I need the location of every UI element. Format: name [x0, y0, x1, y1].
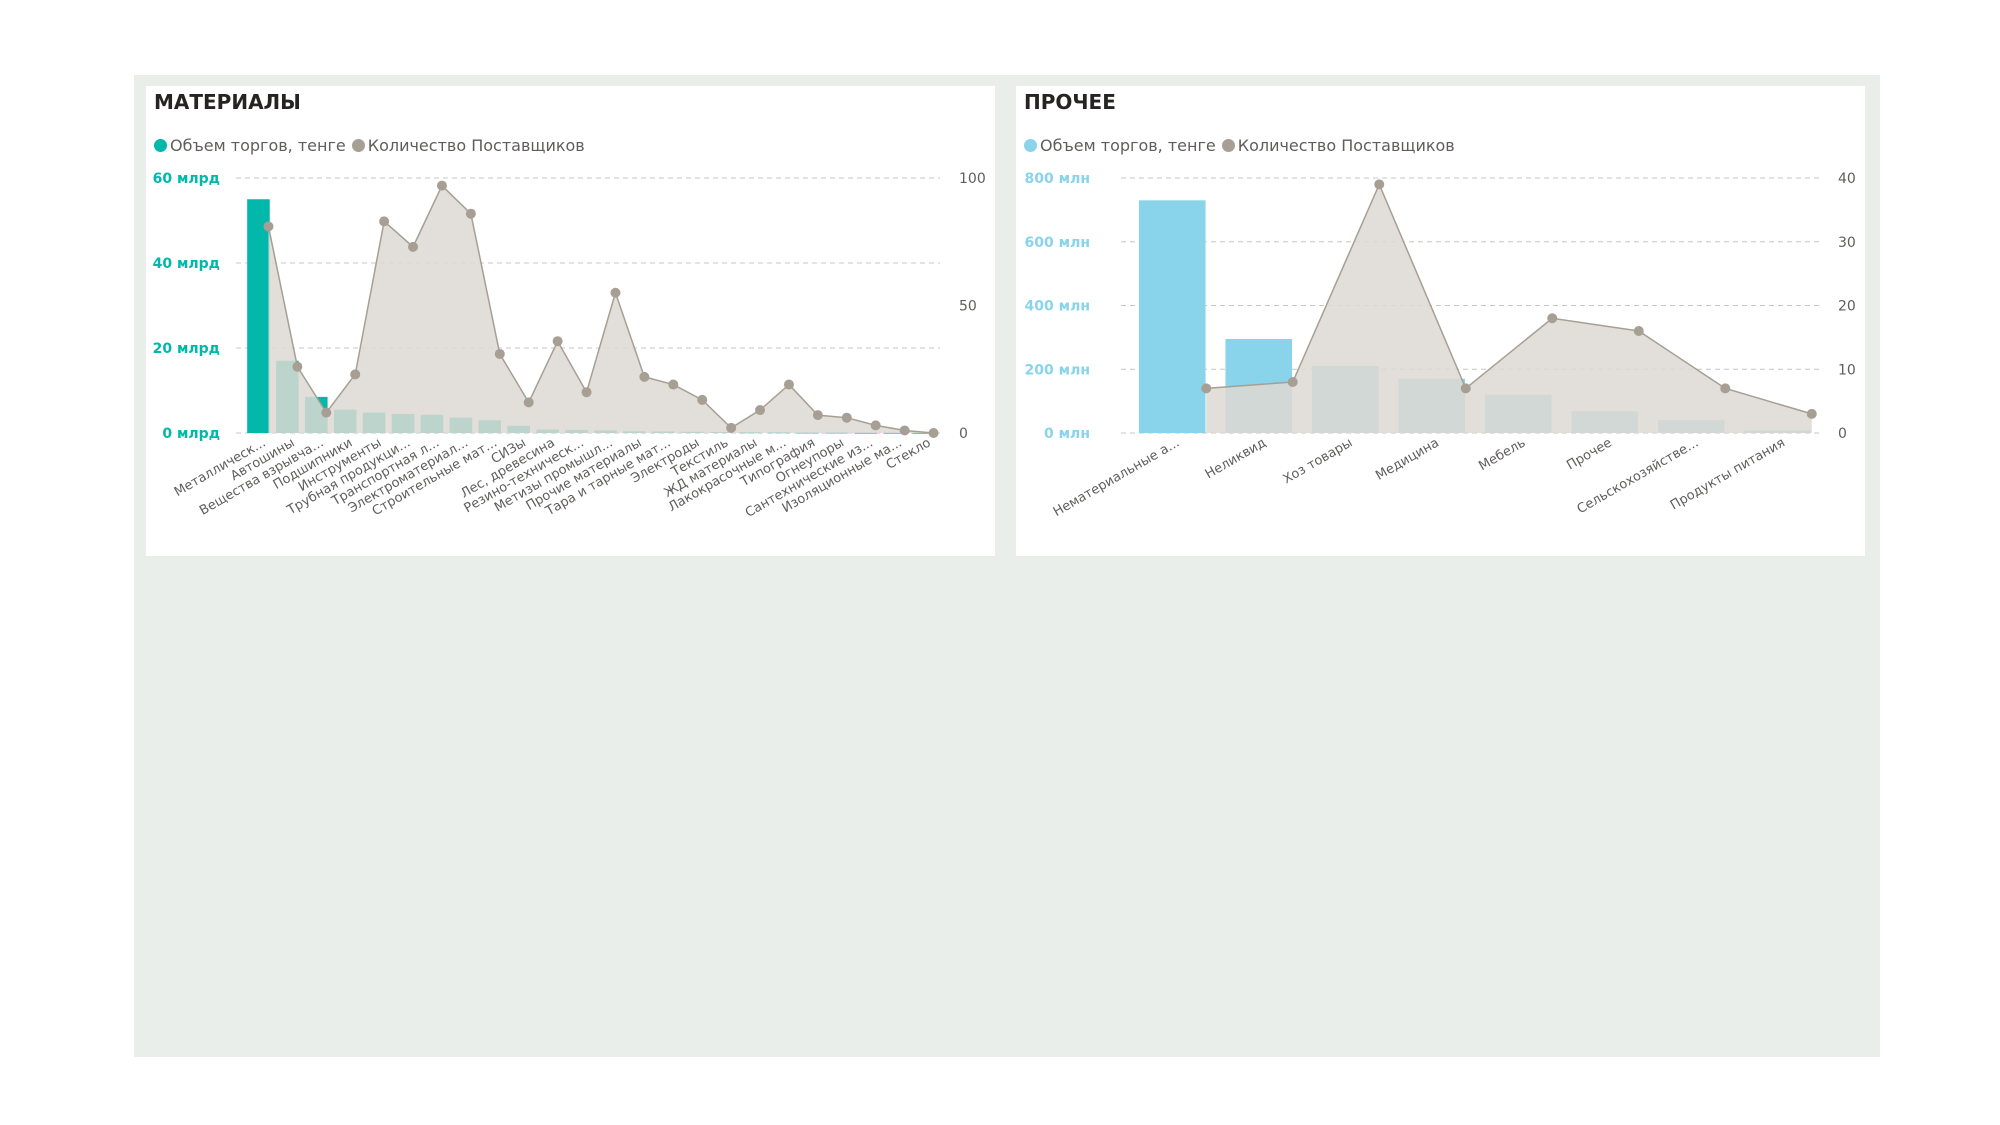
y-axis-tick-label: 600 млн	[1025, 235, 1090, 251]
secondary-y-axis-tick-label: 100	[959, 171, 986, 187]
legend-marker-icon	[1024, 139, 1037, 152]
secondary-y-axis-tick-label: 10	[1838, 362, 1856, 378]
legend-item-volume[interactable]: Объем торгов, тенге	[154, 136, 346, 155]
secondary-y-axis-tick-label: 40	[1838, 171, 1856, 187]
suppliers-point[interactable]	[465, 208, 476, 219]
materials-chart-card[interactable]: МАТЕРИАЛЫ Объем торгов, тенге Количество…	[146, 86, 995, 556]
suppliers-point[interactable]	[841, 412, 852, 423]
suppliers-point[interactable]	[292, 361, 303, 372]
suppliers-point[interactable]	[581, 387, 592, 398]
chart-title: ПРОЧЕЕ	[1024, 90, 1116, 114]
y-axis-tick-label: 0 млрд	[162, 426, 220, 442]
y-axis-tick-label: 0 млн	[1044, 426, 1090, 442]
legend-label: Объем торгов, тенге	[1040, 136, 1216, 155]
legend-label: Количество Поставщиков	[367, 136, 585, 155]
suppliers-point[interactable]	[552, 336, 563, 347]
secondary-y-axis-tick-label: 20	[1838, 299, 1856, 315]
suppliers-point[interactable]	[783, 379, 794, 390]
x-axis-category-label: Неликвид	[1203, 435, 1269, 482]
suppliers-point[interactable]	[408, 241, 419, 252]
secondary-y-axis-tick-label: 50	[959, 299, 977, 315]
suppliers-line	[1206, 182, 1812, 415]
other-combo-chart[interactable]: 0 млн 200 млн 400 млн 600 млн 800 млн 0 10 20 30…	[1016, 86, 1865, 556]
suppliers-point[interactable]	[755, 405, 766, 416]
bar[interactable]	[1138, 200, 1206, 433]
suppliers-point[interactable]	[523, 397, 534, 408]
x-axis-category-label: Мебель	[1476, 435, 1528, 474]
legend-item-suppliers[interactable]: Количество Поставщиков	[1221, 136, 1455, 155]
suppliers-point[interactable]	[928, 428, 939, 438]
suppliers-point[interactable]	[1374, 179, 1385, 190]
suppliers-point[interactable]	[1287, 377, 1298, 387]
suppliers-point[interactable]	[610, 287, 621, 298]
legend-marker-icon	[351, 139, 365, 152]
suppliers-point[interactable]	[321, 407, 332, 418]
secondary-y-axis-tick-label: 0	[1838, 426, 1847, 442]
suppliers-point[interactable]	[1460, 383, 1471, 394]
legend-label: Объем торгов, тенге	[170, 136, 346, 155]
suppliers-point[interactable]	[697, 394, 708, 405]
suppliers-point[interactable]	[436, 180, 447, 191]
y-axis-tick-label: 60 млрд	[153, 171, 220, 187]
x-axis-category-label: Прочее	[1564, 435, 1615, 473]
y-axis-tick-label: 400 млн	[1025, 299, 1090, 315]
suppliers-point[interactable]	[726, 422, 737, 433]
secondary-y-axis-tick-label: 30	[1838, 235, 1856, 251]
bar[interactable]	[247, 199, 270, 433]
y-axis-tick-label: 40 млрд	[153, 256, 220, 272]
suppliers-point[interactable]	[494, 348, 505, 359]
suppliers-point[interactable]	[263, 221, 274, 232]
legend-label: Количество Поставщиков	[1237, 136, 1455, 155]
x-axis-category-label: Хоз товары	[1281, 435, 1356, 487]
x-axis-category-label: Нематериальные а...	[1051, 435, 1182, 519]
suppliers-point[interactable]	[1720, 383, 1731, 394]
y-axis-tick-label: 800 млн	[1025, 171, 1090, 187]
bar[interactable]	[912, 432, 935, 434]
bar[interactable]	[854, 432, 877, 434]
suppliers-point[interactable]	[1201, 383, 1212, 394]
suppliers-point[interactable]	[870, 420, 881, 431]
y-axis-tick-label: 200 млн	[1025, 362, 1090, 378]
y-axis-tick-label: 20 млрд	[153, 341, 220, 357]
secondary-y-axis-tick-label: 0	[959, 426, 968, 442]
suppliers-point[interactable]	[1547, 313, 1558, 324]
suppliers-point[interactable]	[1633, 326, 1644, 336]
legend-item-volume[interactable]: Объем торгов, тенге	[1024, 136, 1216, 155]
other-chart-card[interactable]: ПРОЧЕЕ Объем торгов, тенге Количество По…	[1016, 86, 1865, 556]
suppliers-point[interactable]	[350, 369, 361, 380]
chart-title: МАТЕРИАЛЫ	[154, 90, 301, 114]
legend-item-suppliers[interactable]: Количество Поставщиков	[351, 136, 585, 155]
chart-legend: Объем торгов, тенге Количество Поставщик…	[154, 136, 591, 155]
suppliers-point[interactable]	[668, 379, 679, 390]
suppliers-point[interactable]	[899, 425, 910, 436]
legend-marker-icon	[154, 139, 167, 152]
suppliers-point[interactable]	[812, 410, 823, 421]
chart-legend: Объем торгов, тенге Количество Поставщик…	[1024, 136, 1461, 155]
suppliers-point[interactable]	[639, 371, 650, 382]
suppliers-area	[268, 185, 934, 433]
bar[interactable]	[883, 432, 906, 434]
suppliers-area	[1206, 184, 1812, 433]
suppliers-point[interactable]	[379, 216, 390, 227]
suppliers-point[interactable]	[1806, 408, 1817, 419]
x-axis-category-label: Медицина	[1373, 435, 1441, 483]
legend-marker-icon	[1221, 139, 1235, 152]
